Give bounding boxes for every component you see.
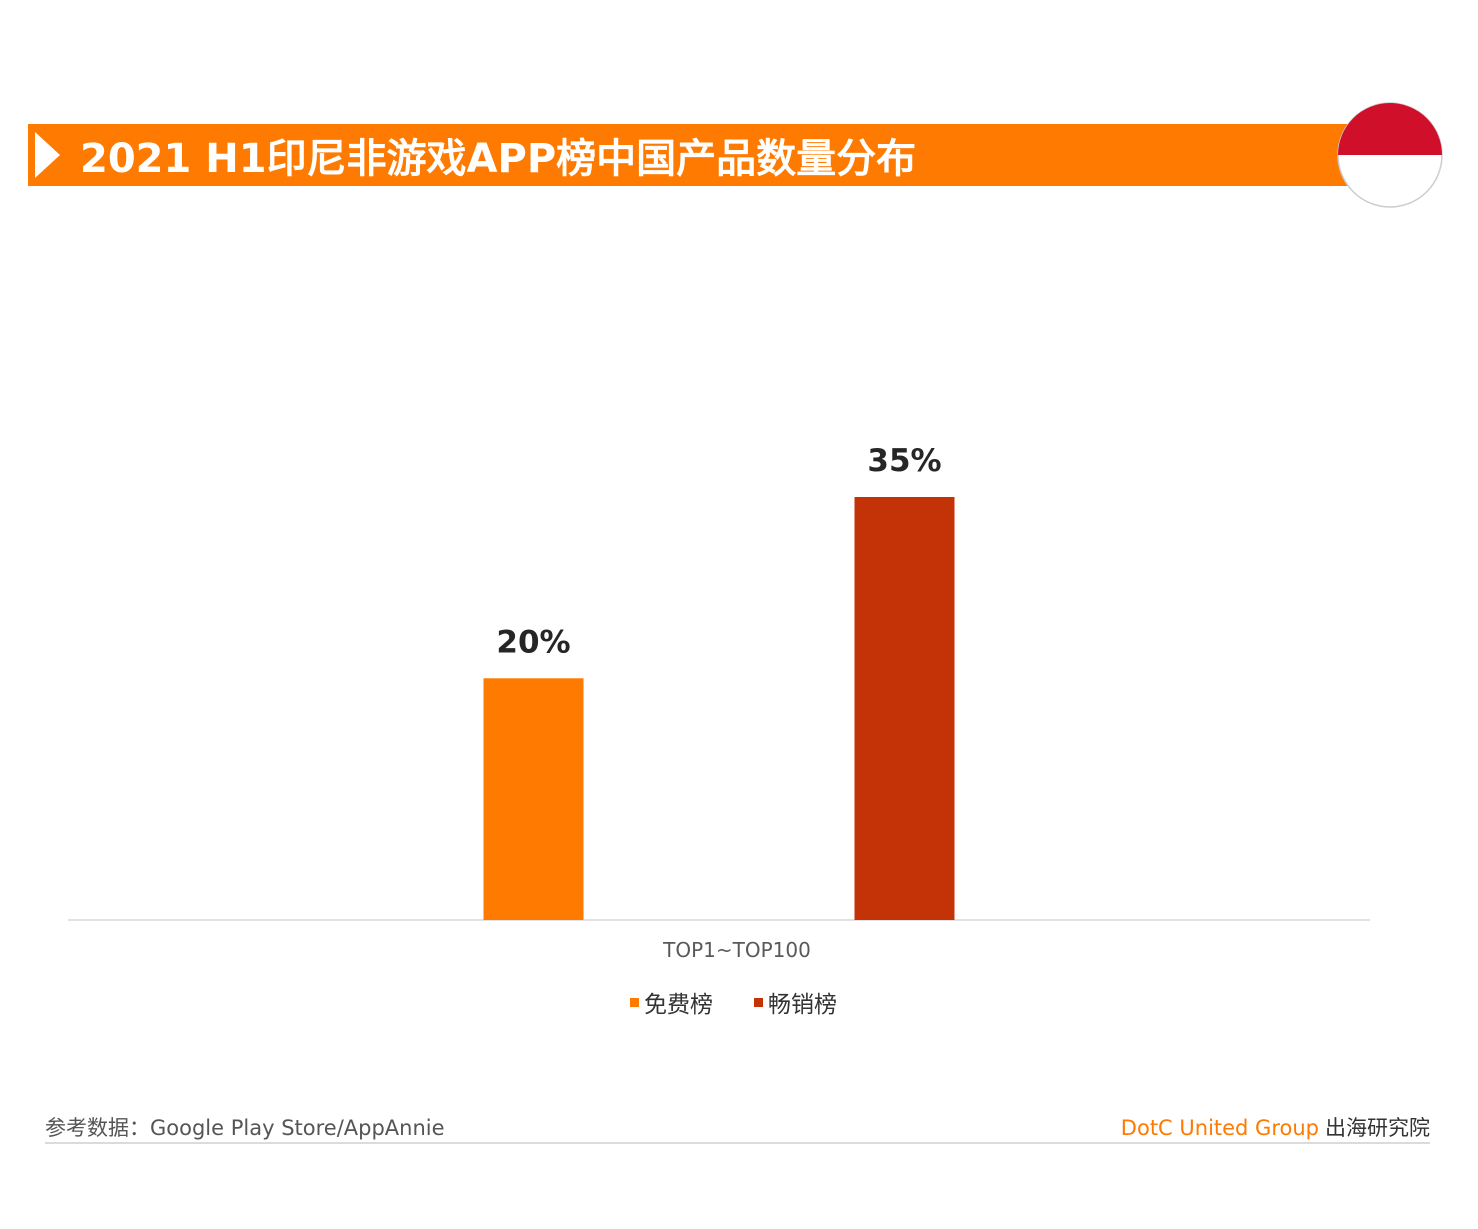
brand-name: DotC United Group <box>1121 1116 1319 1140</box>
brand-suffix: 出海研究院 <box>1325 1116 1430 1140</box>
source: 参考数据：Google Play Store/AppAnnie <box>45 1116 445 1140</box>
legend-label: 免费榜 <box>644 992 713 1018</box>
data-label: 35% <box>867 443 941 479</box>
data-label: 20% <box>496 624 570 660</box>
brand: DotC United Group 出海研究院 <box>1121 1116 1430 1140</box>
x-tick-label: TOP1~TOP100 <box>662 938 811 962</box>
chart-title: 2021 H1印尼非游戏APP榜中国产品数量分布 <box>80 136 916 182</box>
legend-swatch <box>754 998 763 1007</box>
flag <box>1337 102 1443 208</box>
bar <box>483 678 584 920</box>
title-bar <box>28 124 1358 186</box>
legend-swatch <box>630 998 639 1007</box>
flag-red <box>1338 103 1442 155</box>
title-arrow <box>35 132 60 178</box>
legend-label: 畅销榜 <box>768 992 837 1018</box>
bar <box>854 497 955 920</box>
